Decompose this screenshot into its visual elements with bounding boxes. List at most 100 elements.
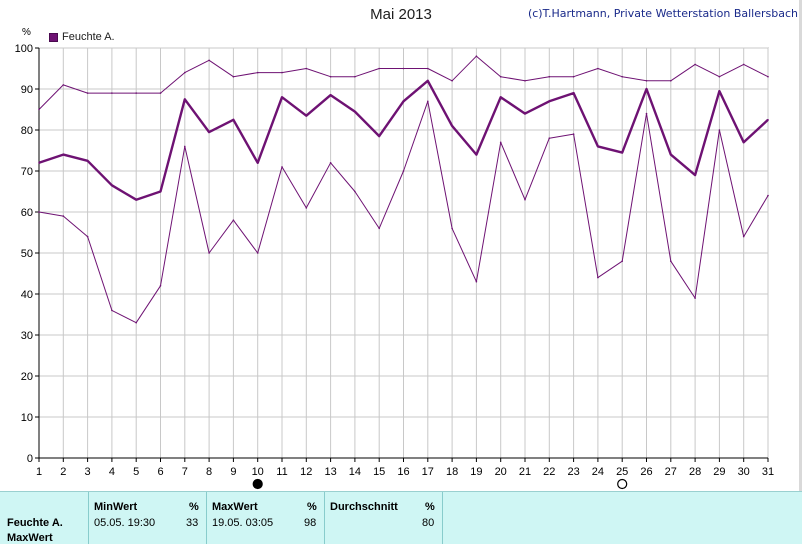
avg-value: 80 [422,517,435,529]
data-point-min [767,194,769,197]
avg-unit: % [425,501,435,513]
min-unit: % [189,501,199,513]
data-point-min [742,235,745,238]
data-point-mean [621,151,623,154]
data-point-max [38,108,40,111]
data-point-max [524,80,526,82]
x-tick-label: 23 [567,466,579,478]
data-point-min [451,227,453,230]
stats-row-label: Feuchte A. [7,517,63,529]
x-tick-label: 9 [230,466,236,478]
x-tick-label: 12 [300,466,312,478]
data-point-min [232,219,235,221]
x-tick-label: 3 [85,466,91,478]
data-point-max [694,63,696,66]
data-point-min [572,133,575,135]
data-point-min [86,235,89,238]
x-tick-label: 14 [349,466,361,478]
data-point-mean [256,162,259,164]
data-point-max [305,67,308,70]
data-point-mean [597,145,599,148]
x-tick-label: 1 [36,466,42,478]
data-point-max [402,67,405,70]
data-point-max [475,55,478,57]
min-value: 33 [186,517,199,529]
x-tick-label: 20 [495,466,507,478]
data-point-max [451,80,453,82]
data-point-min [427,100,429,103]
stats-row2-label: MaxWert [7,532,53,544]
y-tick-label: 70 [21,166,33,178]
data-point-mean [742,141,745,144]
legend-label: Feuchte A. [62,31,115,43]
full-moon-icon [617,478,628,490]
x-tick-label: 10 [252,466,264,478]
data-point-mean [402,100,405,103]
y-tick-label: 50 [21,248,33,260]
data-point-max [208,59,210,62]
data-point-mean [645,88,648,90]
x-tick-label: 15 [373,466,385,478]
x-tick-label: 19 [470,466,482,478]
data-point-max [281,71,283,74]
min-header: MinWert [94,501,138,513]
data-point-min [329,162,332,164]
data-point-mean [670,153,672,156]
stats-divider [442,492,443,544]
data-point-max [742,63,745,66]
data-point-mean [767,118,769,121]
y-tick-label: 10 [21,412,33,424]
y-tick-label: 100 [15,43,33,55]
data-point-mean [378,135,381,137]
data-point-min [135,321,137,324]
data-point-min [499,141,502,144]
data-point-min [38,211,40,213]
data-point-max [256,71,259,74]
x-tick-label: 22 [543,466,555,478]
data-point-mean [208,131,210,133]
x-tick-label: 27 [665,466,677,478]
data-point-max [427,67,429,70]
data-point-max [670,80,672,82]
x-tick-label: 13 [324,466,336,478]
data-point-min [256,252,259,254]
data-point-mean [281,96,283,98]
data-point-min [597,276,599,279]
data-point-mean [159,190,162,193]
x-tick-label: 24 [592,466,604,478]
data-point-mean [111,184,113,187]
window-edge [799,0,802,491]
data-point-min [402,170,405,172]
x-tick-label: 25 [616,466,628,478]
x-tick-label: 18 [446,466,458,478]
x-tick-label: 31 [762,466,774,478]
data-point-mean [718,90,721,92]
x-tick-label: 28 [689,466,701,478]
x-tick-label: 17 [422,466,434,478]
new-moon-icon [252,478,263,490]
x-tick-label: 7 [182,466,188,478]
data-point-mean [135,198,137,201]
data-point-min [62,215,65,217]
x-tick-label: 26 [640,466,652,478]
data-point-min [354,190,356,193]
max-value: 98 [304,517,317,529]
data-point-min [159,285,162,287]
data-point-max [767,75,769,78]
data-point-min [548,137,551,139]
data-point-mean [86,159,89,162]
data-point-min [111,309,113,312]
data-point-max [645,80,648,82]
data-point-min [305,207,308,209]
data-point-mean [38,162,40,164]
data-point-max [329,75,332,78]
x-tick-label: 30 [738,466,750,478]
data-point-mean [524,112,526,115]
x-tick-label: 5 [133,466,139,478]
min-datetime: 05.05. 19:30 [94,517,156,529]
x-tick-label: 6 [157,466,163,478]
legend: Feuchte A. [49,31,115,43]
x-tick-label: 11 [276,466,287,478]
data-point-max [718,75,721,78]
data-point-max [572,75,575,78]
